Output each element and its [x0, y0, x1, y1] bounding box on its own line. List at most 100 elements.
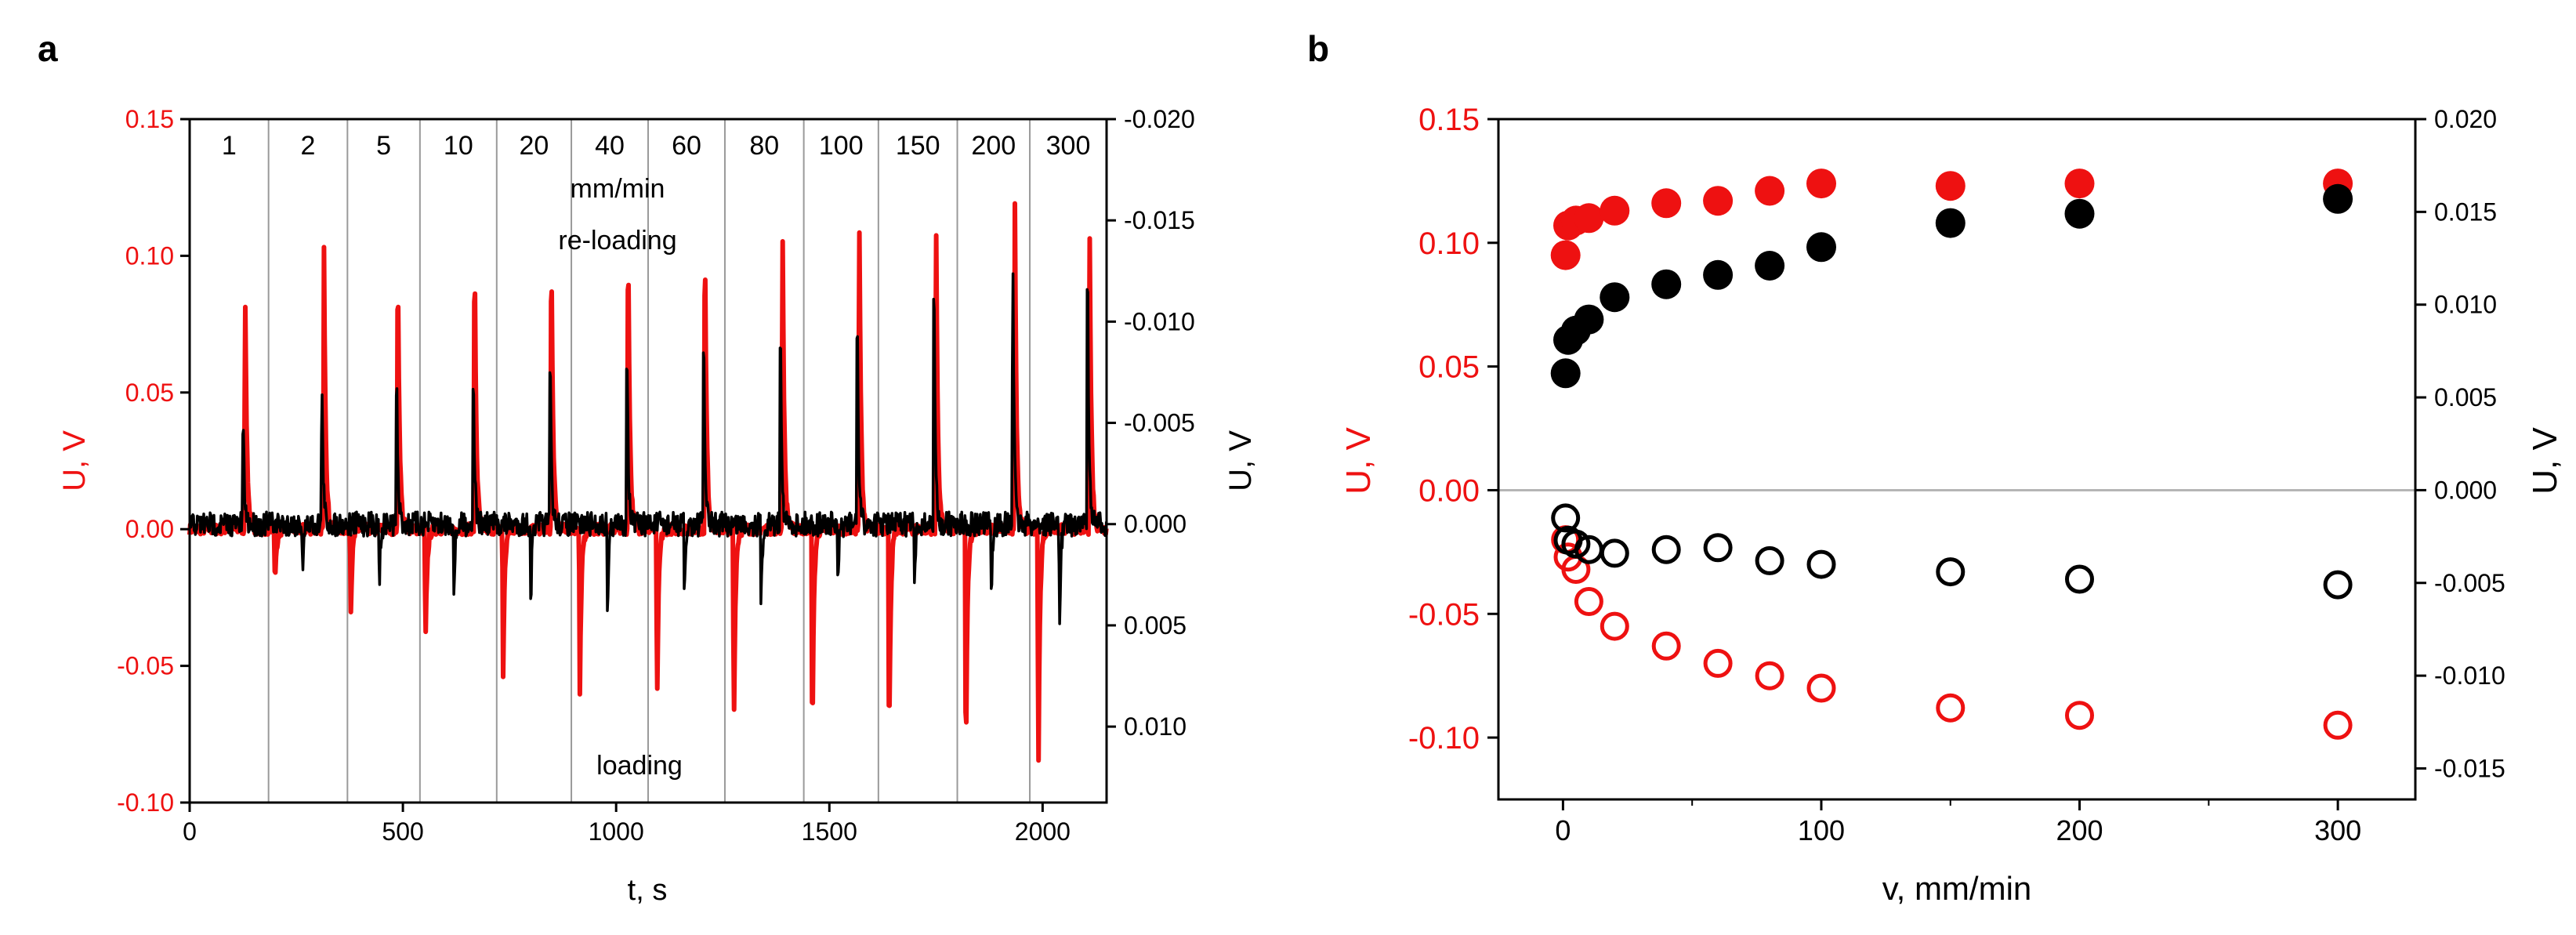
red-filled-point — [1550, 240, 1581, 270]
black-filled-point — [2323, 183, 2353, 214]
y-tick-label: 0.00 — [125, 515, 174, 543]
speed-label: 100 — [819, 131, 864, 161]
y2-tick-label: -0.010 — [2434, 661, 2505, 690]
unit-annotation: mm/min — [571, 174, 665, 204]
plot-frame-a — [188, 118, 1108, 804]
y-tick-label: -0.05 — [117, 652, 174, 680]
speed-dividers — [267, 119, 1031, 803]
black-hollow-point — [1651, 535, 1681, 564]
red-hollow-point — [1806, 673, 1836, 703]
right-y-axis-label-b: U, V — [2526, 427, 2564, 495]
x-tick-label: 0 — [183, 817, 197, 846]
x-tick-label: 2000 — [1015, 817, 1071, 846]
red-filled-point — [1806, 169, 1836, 199]
black-hollow-point — [2065, 564, 2094, 594]
x-tick-label: 0 — [1555, 814, 1571, 846]
axis-ticks-b: 0 100 200 300 -0.10 -0.05 0.00 0.05 0.10 0.15 -0.0… — [1408, 103, 2505, 846]
black-hollow-point — [1561, 529, 1591, 559]
black-filled-point — [1935, 208, 1966, 238]
x-tick-label: 300 — [2314, 814, 2361, 846]
y2-tick-label: -0.005 — [2434, 569, 2505, 597]
y-tick-label: 0.15 — [125, 105, 174, 133]
red-filled-point — [1574, 203, 1604, 234]
y2-tick-label: -0.015 — [1124, 206, 1195, 234]
black-filled-point — [1651, 269, 1682, 299]
speed-label: 40 — [595, 131, 625, 161]
red-hollow-point — [1600, 611, 1629, 641]
x-tick-label: 1500 — [802, 817, 857, 846]
black-filled-point — [1550, 358, 1581, 389]
speed-label: 200 — [971, 131, 1016, 161]
left-y-axis-label-b: U, V — [1339, 427, 1378, 495]
red-hollow-point — [1651, 631, 1681, 661]
red-hollow-point — [1936, 693, 1966, 723]
speed-labels: 1 2 5 10 20 40 60 80 100 150 200 300 — [222, 131, 1091, 161]
speed-label: 5 — [376, 131, 391, 161]
y-tick-label: 0.05 — [125, 379, 174, 407]
black-hollow-point — [2323, 570, 2353, 600]
y2-tick-label: 0.010 — [1124, 712, 1187, 741]
y2-tick-label: -0.015 — [2434, 754, 2505, 782]
black-filled-point — [1703, 259, 1734, 290]
black-hollow-point — [1600, 538, 1629, 568]
red-filled-point — [1703, 186, 1734, 216]
signal-traces — [187, 201, 1109, 763]
black-hollow-point — [1755, 545, 1784, 575]
black-hollow-point — [1551, 503, 1581, 533]
black-hollow-point — [1936, 557, 1966, 587]
y2-tick-label: 0.000 — [1124, 510, 1187, 538]
x-tick-label: 100 — [1798, 814, 1845, 846]
y2-tick-label: 0.010 — [2434, 291, 2497, 319]
panel-a-letter: a — [38, 28, 58, 69]
axis-ticks-a: 0 500 1000 1500 2000 -0.10 -0.05 0.00 0.05 0.10 0.… — [117, 105, 1195, 846]
y-tick-label: -0.05 — [1408, 597, 1480, 632]
y-tick-label: 0.05 — [1418, 350, 1480, 385]
y-tick-label: -0.10 — [1408, 721, 1480, 756]
red-filled-point — [1935, 171, 1966, 201]
speed-label: 1 — [222, 131, 237, 161]
black-hollow-point — [1703, 533, 1733, 563]
red-filled-point — [1600, 195, 1630, 226]
speed-label: 300 — [1046, 131, 1091, 161]
x-tick-label: 1000 — [589, 817, 644, 846]
y-tick-label: 0.15 — [1418, 103, 1480, 137]
black-filled-point — [1574, 304, 1604, 335]
speed-label: 2 — [301, 131, 316, 161]
speed-label: 20 — [520, 131, 549, 161]
chart-b: 0 100 200 300 -0.10 -0.05 0.00 0.05 0.10 0.15 -0.0… — [1339, 103, 2564, 907]
left-y-axis-label-a: U, V — [57, 430, 92, 491]
scatter-points — [1550, 169, 2353, 740]
x-tick-label: 200 — [2056, 814, 2103, 846]
speed-label: 150 — [896, 131, 940, 161]
loading-annotation: loading — [596, 751, 683, 781]
x-axis-label-b: v, mm/min — [1882, 870, 2032, 907]
black-signal-trace — [188, 272, 1108, 625]
y2-tick-label: 0.005 — [2434, 383, 2497, 411]
black-filled-point — [2064, 198, 2095, 229]
red-hollow-point — [1703, 648, 1733, 678]
black-hollow-point — [1806, 549, 1836, 579]
y-tick-label: -0.10 — [117, 788, 174, 817]
reloading-annotation: re-loading — [558, 226, 676, 255]
red-filled-point — [1755, 176, 1785, 206]
y-tick-label: 0.10 — [125, 241, 174, 270]
black-filled-point — [1600, 282, 1630, 313]
y2-tick-label: -0.005 — [1124, 409, 1195, 437]
plot-frame-b — [1497, 118, 2417, 801]
red-hollow-point — [1574, 587, 1603, 616]
red-filled-point — [2064, 169, 2095, 199]
y2-tick-label: 0.000 — [2434, 476, 2497, 504]
y2-tick-label: 0.005 — [1124, 611, 1187, 640]
y2-tick-label: -0.010 — [1124, 307, 1195, 335]
red-hollow-point — [2065, 701, 2094, 730]
panel-b-letter: b — [1307, 28, 1329, 69]
speed-label: 60 — [672, 131, 701, 161]
y2-tick-label: 0.020 — [2434, 105, 2497, 133]
chart-a: 0 500 1000 1500 2000 -0.10 -0.05 0.00 0.05 0.10 0.… — [57, 105, 1258, 907]
speed-label: 80 — [749, 131, 779, 161]
y-tick-label: 0.10 — [1418, 227, 1480, 261]
y2-tick-label: -0.020 — [1124, 105, 1195, 133]
red-filled-point — [1651, 188, 1682, 219]
